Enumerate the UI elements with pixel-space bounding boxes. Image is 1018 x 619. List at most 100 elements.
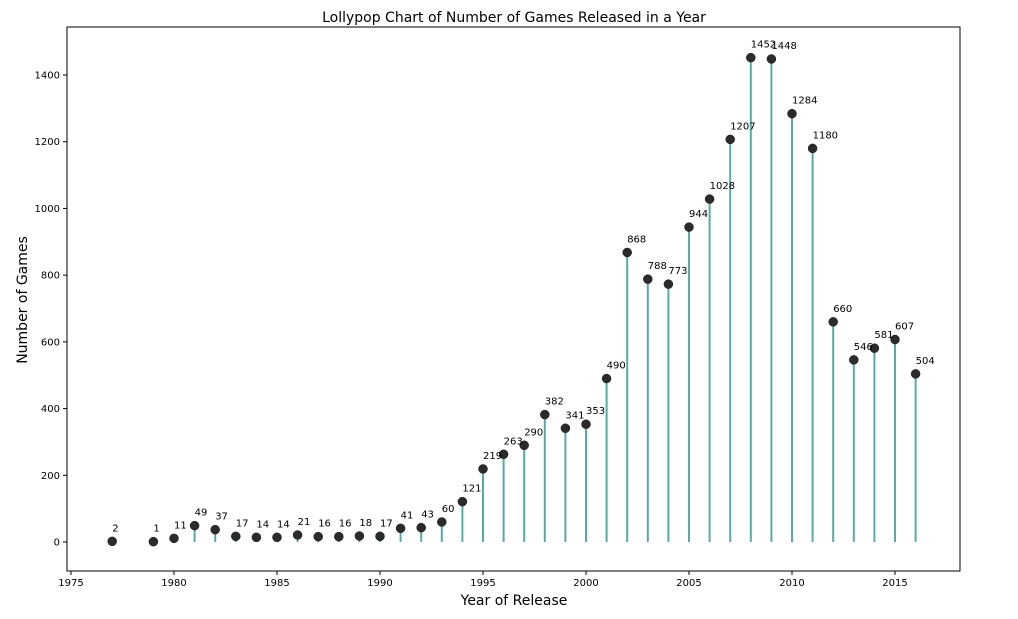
data-label: 581 xyxy=(874,330,893,341)
data-label: 14 xyxy=(256,519,269,530)
data-label: 1452 xyxy=(751,40,776,51)
lollipop-marker xyxy=(540,409,550,420)
lollipop-marker xyxy=(787,108,797,119)
lollipop-marker xyxy=(395,523,406,534)
lollipop-marker xyxy=(601,373,612,384)
data-label: 660 xyxy=(833,304,852,315)
lollipop-marker xyxy=(189,520,200,531)
lollipop-marker xyxy=(457,496,468,507)
lollipop-marker xyxy=(849,355,859,365)
lollipop-marker xyxy=(890,334,900,345)
lollipop-marker xyxy=(622,247,632,258)
data-label: 219 xyxy=(483,451,502,462)
lollipop-marker xyxy=(828,317,838,327)
data-label: 1448 xyxy=(771,41,796,52)
lollipop-marker xyxy=(869,343,880,353)
data-label: 290 xyxy=(524,427,543,438)
lollipop-marker xyxy=(560,423,571,434)
lollipop-marker xyxy=(334,531,344,542)
data-label: 60 xyxy=(442,504,455,515)
lollipop-marker xyxy=(107,536,117,547)
lollipop-marker xyxy=(684,222,694,232)
lollipop-marker xyxy=(746,52,756,63)
lollipop-marker xyxy=(210,524,220,535)
lollipop-marker xyxy=(272,532,282,543)
lollipop-marker xyxy=(519,440,529,451)
y-tick-label: 400 xyxy=(41,404,60,415)
lollipop-marker xyxy=(581,419,591,429)
y-tick-label: 600 xyxy=(41,337,60,348)
y-tick-label: 1200 xyxy=(35,137,60,148)
data-label: 1 xyxy=(153,524,159,535)
data-label: 490 xyxy=(607,361,626,372)
data-label: 37 xyxy=(215,512,228,523)
x-axis-title: Year of Release xyxy=(460,593,568,609)
x-tick-label: 2005 xyxy=(676,578,701,589)
lollipop-marker xyxy=(704,194,715,204)
x-tick-label: 2000 xyxy=(573,578,598,589)
y-tick-label: 0 xyxy=(54,538,60,549)
data-label: 773 xyxy=(668,266,687,277)
data-label: 353 xyxy=(586,406,605,417)
data-label: 263 xyxy=(504,436,523,447)
data-label: 1284 xyxy=(792,96,817,107)
x-tick-label: 1975 xyxy=(58,578,83,589)
y-tick-label: 800 xyxy=(41,271,60,282)
data-label: 17 xyxy=(380,518,393,529)
data-label: 341 xyxy=(565,410,584,421)
x-tick-label: 1980 xyxy=(161,578,186,589)
x-tick-label: 1995 xyxy=(470,578,495,589)
x-tick-label: 2010 xyxy=(779,578,804,589)
data-label: 944 xyxy=(689,209,708,220)
data-label: 607 xyxy=(895,322,914,333)
data-label: 16 xyxy=(318,519,331,530)
lollipop-marker xyxy=(807,143,818,154)
data-label: 17 xyxy=(236,518,249,529)
data-label: 18 xyxy=(359,518,372,529)
lollipop-marker xyxy=(663,279,674,289)
x-tick-label: 1990 xyxy=(367,578,392,589)
y-tick-label: 1400 xyxy=(35,71,60,82)
data-label: 504 xyxy=(916,356,935,367)
data-label: 121 xyxy=(462,484,481,495)
data-label: 16 xyxy=(339,519,352,530)
data-label: 21 xyxy=(298,517,311,528)
data-label: 1028 xyxy=(710,181,735,192)
lollipop-marker xyxy=(292,530,303,540)
data-label: 11 xyxy=(174,520,187,531)
data-label: 14 xyxy=(277,519,290,530)
data-label: 49 xyxy=(195,508,208,519)
x-tick-label: 2015 xyxy=(882,578,907,589)
lollipop-marker xyxy=(910,369,921,379)
lollipop-marker xyxy=(148,536,159,547)
lollipop-marker xyxy=(313,531,323,542)
lollipop-marker xyxy=(478,464,488,474)
data-label: 382 xyxy=(545,397,564,408)
data-label: 1207 xyxy=(730,121,755,132)
y-tick-label: 1000 xyxy=(35,204,60,215)
data-label: 1180 xyxy=(813,130,838,141)
data-label: 43 xyxy=(421,510,434,521)
x-tick-label: 1985 xyxy=(264,578,289,589)
lollipop-marker xyxy=(437,517,447,527)
data-label: 546 xyxy=(854,342,873,353)
lollipop-marker xyxy=(725,134,735,145)
lollipop-marker xyxy=(643,274,653,284)
chart-title: Lollypop Chart of Number of Games Releas… xyxy=(322,10,706,26)
lollipop-marker xyxy=(766,54,777,64)
data-label: 868 xyxy=(627,234,646,245)
lollipop-marker xyxy=(416,522,426,533)
lollipop-marker xyxy=(498,449,509,460)
y-tick-label: 200 xyxy=(41,471,60,482)
y-axis-title: Number of Games xyxy=(15,236,31,364)
data-label: 788 xyxy=(648,261,667,272)
lollipop-marker xyxy=(251,532,262,543)
plot-frame xyxy=(66,26,961,572)
data-label: 41 xyxy=(401,510,414,521)
lollipop-marker xyxy=(169,533,179,544)
lollipop-marker xyxy=(375,531,385,542)
lollipop-marker xyxy=(354,531,365,541)
